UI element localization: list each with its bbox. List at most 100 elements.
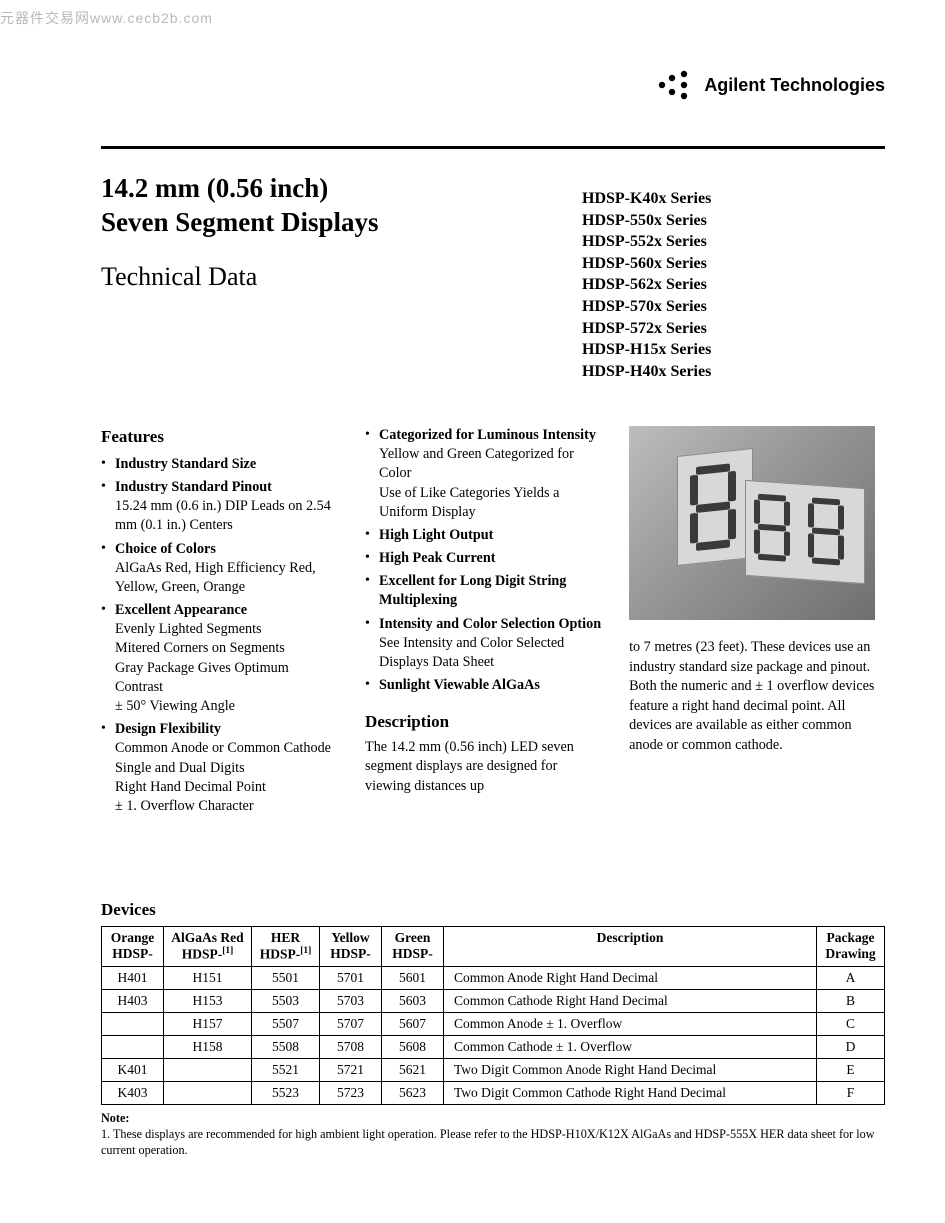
feature-subtext: Common Anode or Common Cathode <box>115 739 337 758</box>
table-cell: 5608 <box>382 1035 444 1058</box>
table-cell: H157 <box>164 1012 252 1035</box>
table-cell: A <box>817 966 885 989</box>
feature-title: Industry Standard Size <box>115 456 256 472</box>
doc-title: 14.2 mm (0.56 inch) Seven Segment Displa… <box>101 172 521 240</box>
table-cell: Two Digit Common Anode Right Hand Decima… <box>444 1058 817 1081</box>
table-row: H401H151550157015601Common Anode Right H… <box>102 966 885 989</box>
feature-title: High Light Output <box>379 527 493 543</box>
table-cell: Common Anode Right Hand Decimal <box>444 966 817 989</box>
table-cell: Common Anode ± 1. Overflow <box>444 1012 817 1035</box>
table-cell: Common Cathode ± 1. Overflow <box>444 1035 817 1058</box>
series-item: HDSP-H15x Series <box>582 339 711 361</box>
feature-item: Industry Standard Pinout15.24 mm (0.6 in… <box>101 478 337 536</box>
feature-item: Categorized for Luminous Intensity Yellow… <box>365 426 601 522</box>
devices-section: Devices OrangeHDSP- AlGaAs RedHDSP-[1] H… <box>101 900 885 1158</box>
doc-subtitle: Technical Data <box>101 262 521 292</box>
feature-title: Intensity and Color Selection Option <box>379 616 601 632</box>
column-3: to 7 metres (23 feet). These devices use… <box>629 426 885 820</box>
table-cell: H158 <box>164 1035 252 1058</box>
series-item: HDSP-572x Series <box>582 318 711 340</box>
table-cell: 5607 <box>382 1012 444 1035</box>
column-2: Categorized for Luminous Intensity Yellow… <box>365 426 601 820</box>
agilent-logo-icon <box>654 68 694 102</box>
table-cell: 5707 <box>320 1012 382 1035</box>
feature-subtext: ± 50° Viewing Angle <box>115 697 337 716</box>
table-cell: C <box>817 1012 885 1035</box>
table-cell: K401 <box>102 1058 164 1081</box>
description-text-part1: The 14.2 mm (0.56 inch) LED seven segmen… <box>365 738 601 796</box>
table-row: K403552357235623Two Digit Common Cathode… <box>102 1081 885 1104</box>
company-name: Agilent Technologies <box>704 75 885 96</box>
column-1: Features Industry Standard SizeIndustry … <box>101 426 337 820</box>
feature-item: Design Flexibility Common Anode or Common… <box>101 720 337 816</box>
feature-subtext: Evenly Lighted Segments <box>115 620 337 639</box>
devices-table: OrangeHDSP- AlGaAs RedHDSP-[1] HERHDSP-[… <box>101 926 885 1105</box>
table-cell: 5603 <box>382 989 444 1012</box>
table-cell: 5523 <box>252 1081 320 1104</box>
feature-subtext: See Intensity and Color Selected Display… <box>379 634 601 672</box>
table-cell: Two Digit Common Cathode Right Hand Deci… <box>444 1081 817 1104</box>
feature-subtext: Right Hand Decimal Point <box>115 778 337 797</box>
feature-subtext: 15.24 mm (0.6 in.) DIP Leads on 2.54 mm … <box>115 497 337 535</box>
note-label: Note: <box>101 1111 129 1125</box>
table-cell: 5621 <box>382 1058 444 1081</box>
table-cell: D <box>817 1035 885 1058</box>
th-orange: OrangeHDSP- <box>102 927 164 967</box>
series-item: HDSP-552x Series <box>582 231 711 253</box>
feature-title: Choice of Colors <box>115 541 216 557</box>
features-list-1: Industry Standard Size Industry Standard … <box>101 455 337 816</box>
table-row: H158550857085608Common Cathode ± 1. Over… <box>102 1035 885 1058</box>
feature-item: Choice of Colors AlGaAs Red, High Efficie… <box>101 540 337 598</box>
table-cell: 5721 <box>320 1058 382 1081</box>
feature-subtext: Single and Dual Digits <box>115 759 337 778</box>
watermark-text: 元器件交易网www.cecb2b.com <box>0 8 213 28</box>
table-header-row: OrangeHDSP- AlGaAs RedHDSP-[1] HERHDSP-[… <box>102 927 885 967</box>
series-item: HDSP-562x Series <box>582 274 711 296</box>
note-block: Note: 1. These displays are recommended … <box>101 1111 885 1159</box>
features-list-2: Categorized for Luminous Intensity Yellow… <box>365 426 601 695</box>
feature-item: Industry Standard Size <box>101 455 337 474</box>
table-row: H157550757075607Common Anode ± 1. Overfl… <box>102 1012 885 1035</box>
feature-title: High Peak Current <box>379 550 495 566</box>
feature-item: Excellent for Long Digit String Multiple… <box>365 572 601 610</box>
table-cell: 5601 <box>382 966 444 989</box>
table-cell: 5503 <box>252 989 320 1012</box>
feature-subtext: AlGaAs Red, High Efficiency Red, Yellow,… <box>115 559 337 597</box>
table-cell: 5723 <box>320 1081 382 1104</box>
table-cell: 5507 <box>252 1012 320 1035</box>
series-list: HDSP-K40x Series HDSP-550x Series HDSP-5… <box>582 188 711 382</box>
feature-subtext: Mitered Corners on Segments <box>115 639 337 658</box>
table-cell: 5708 <box>320 1035 382 1058</box>
feature-title: Excellent Appearance <box>115 602 247 618</box>
feature-title: Categorized for Luminous Intensity <box>379 427 596 443</box>
header-logo: Agilent Technologies <box>654 68 885 102</box>
table-cell: 5703 <box>320 989 382 1012</box>
title-line-1: 14.2 mm (0.56 inch) <box>101 173 328 203</box>
feature-title: Sunlight Viewable AlGaAs <box>379 677 540 693</box>
table-cell: B <box>817 989 885 1012</box>
description-text-part2: to 7 metres (23 feet). These devices use… <box>629 638 885 756</box>
th-green: GreenHDSP- <box>382 927 444 967</box>
feature-subtext: ± 1. Overflow Character <box>115 797 337 816</box>
feature-subtext: Use of Like Categories Yields a Uniform … <box>379 484 601 522</box>
th-her: HERHDSP-[1] <box>252 927 320 967</box>
th-algaas: AlGaAs RedHDSP-[1] <box>164 927 252 967</box>
feature-item: Intensity and Color Selection Option See … <box>365 615 601 673</box>
feature-subtext: Yellow and Green Categorized for Color <box>379 445 601 483</box>
table-cell: H153 <box>164 989 252 1012</box>
product-photo <box>629 426 875 620</box>
table-cell: E <box>817 1058 885 1081</box>
table-cell: 5623 <box>382 1081 444 1104</box>
table-row: H403H153550357035603Common Cathode Right… <box>102 989 885 1012</box>
table-cell <box>164 1058 252 1081</box>
feature-subtext: Gray Package Gives Optimum Contrast <box>115 659 337 697</box>
table-cell <box>164 1081 252 1104</box>
title-line-2: Seven Segment Displays <box>101 207 379 237</box>
table-cell <box>102 1035 164 1058</box>
feature-title: Design Flexibility <box>115 721 221 737</box>
feature-item: Sunlight Viewable AlGaAs <box>365 676 601 695</box>
table-cell: H151 <box>164 966 252 989</box>
table-row: K401552157215621Two Digit Common Anode R… <box>102 1058 885 1081</box>
table-cell: 5701 <box>320 966 382 989</box>
body-columns: Features Industry Standard SizeIndustry … <box>101 426 885 820</box>
